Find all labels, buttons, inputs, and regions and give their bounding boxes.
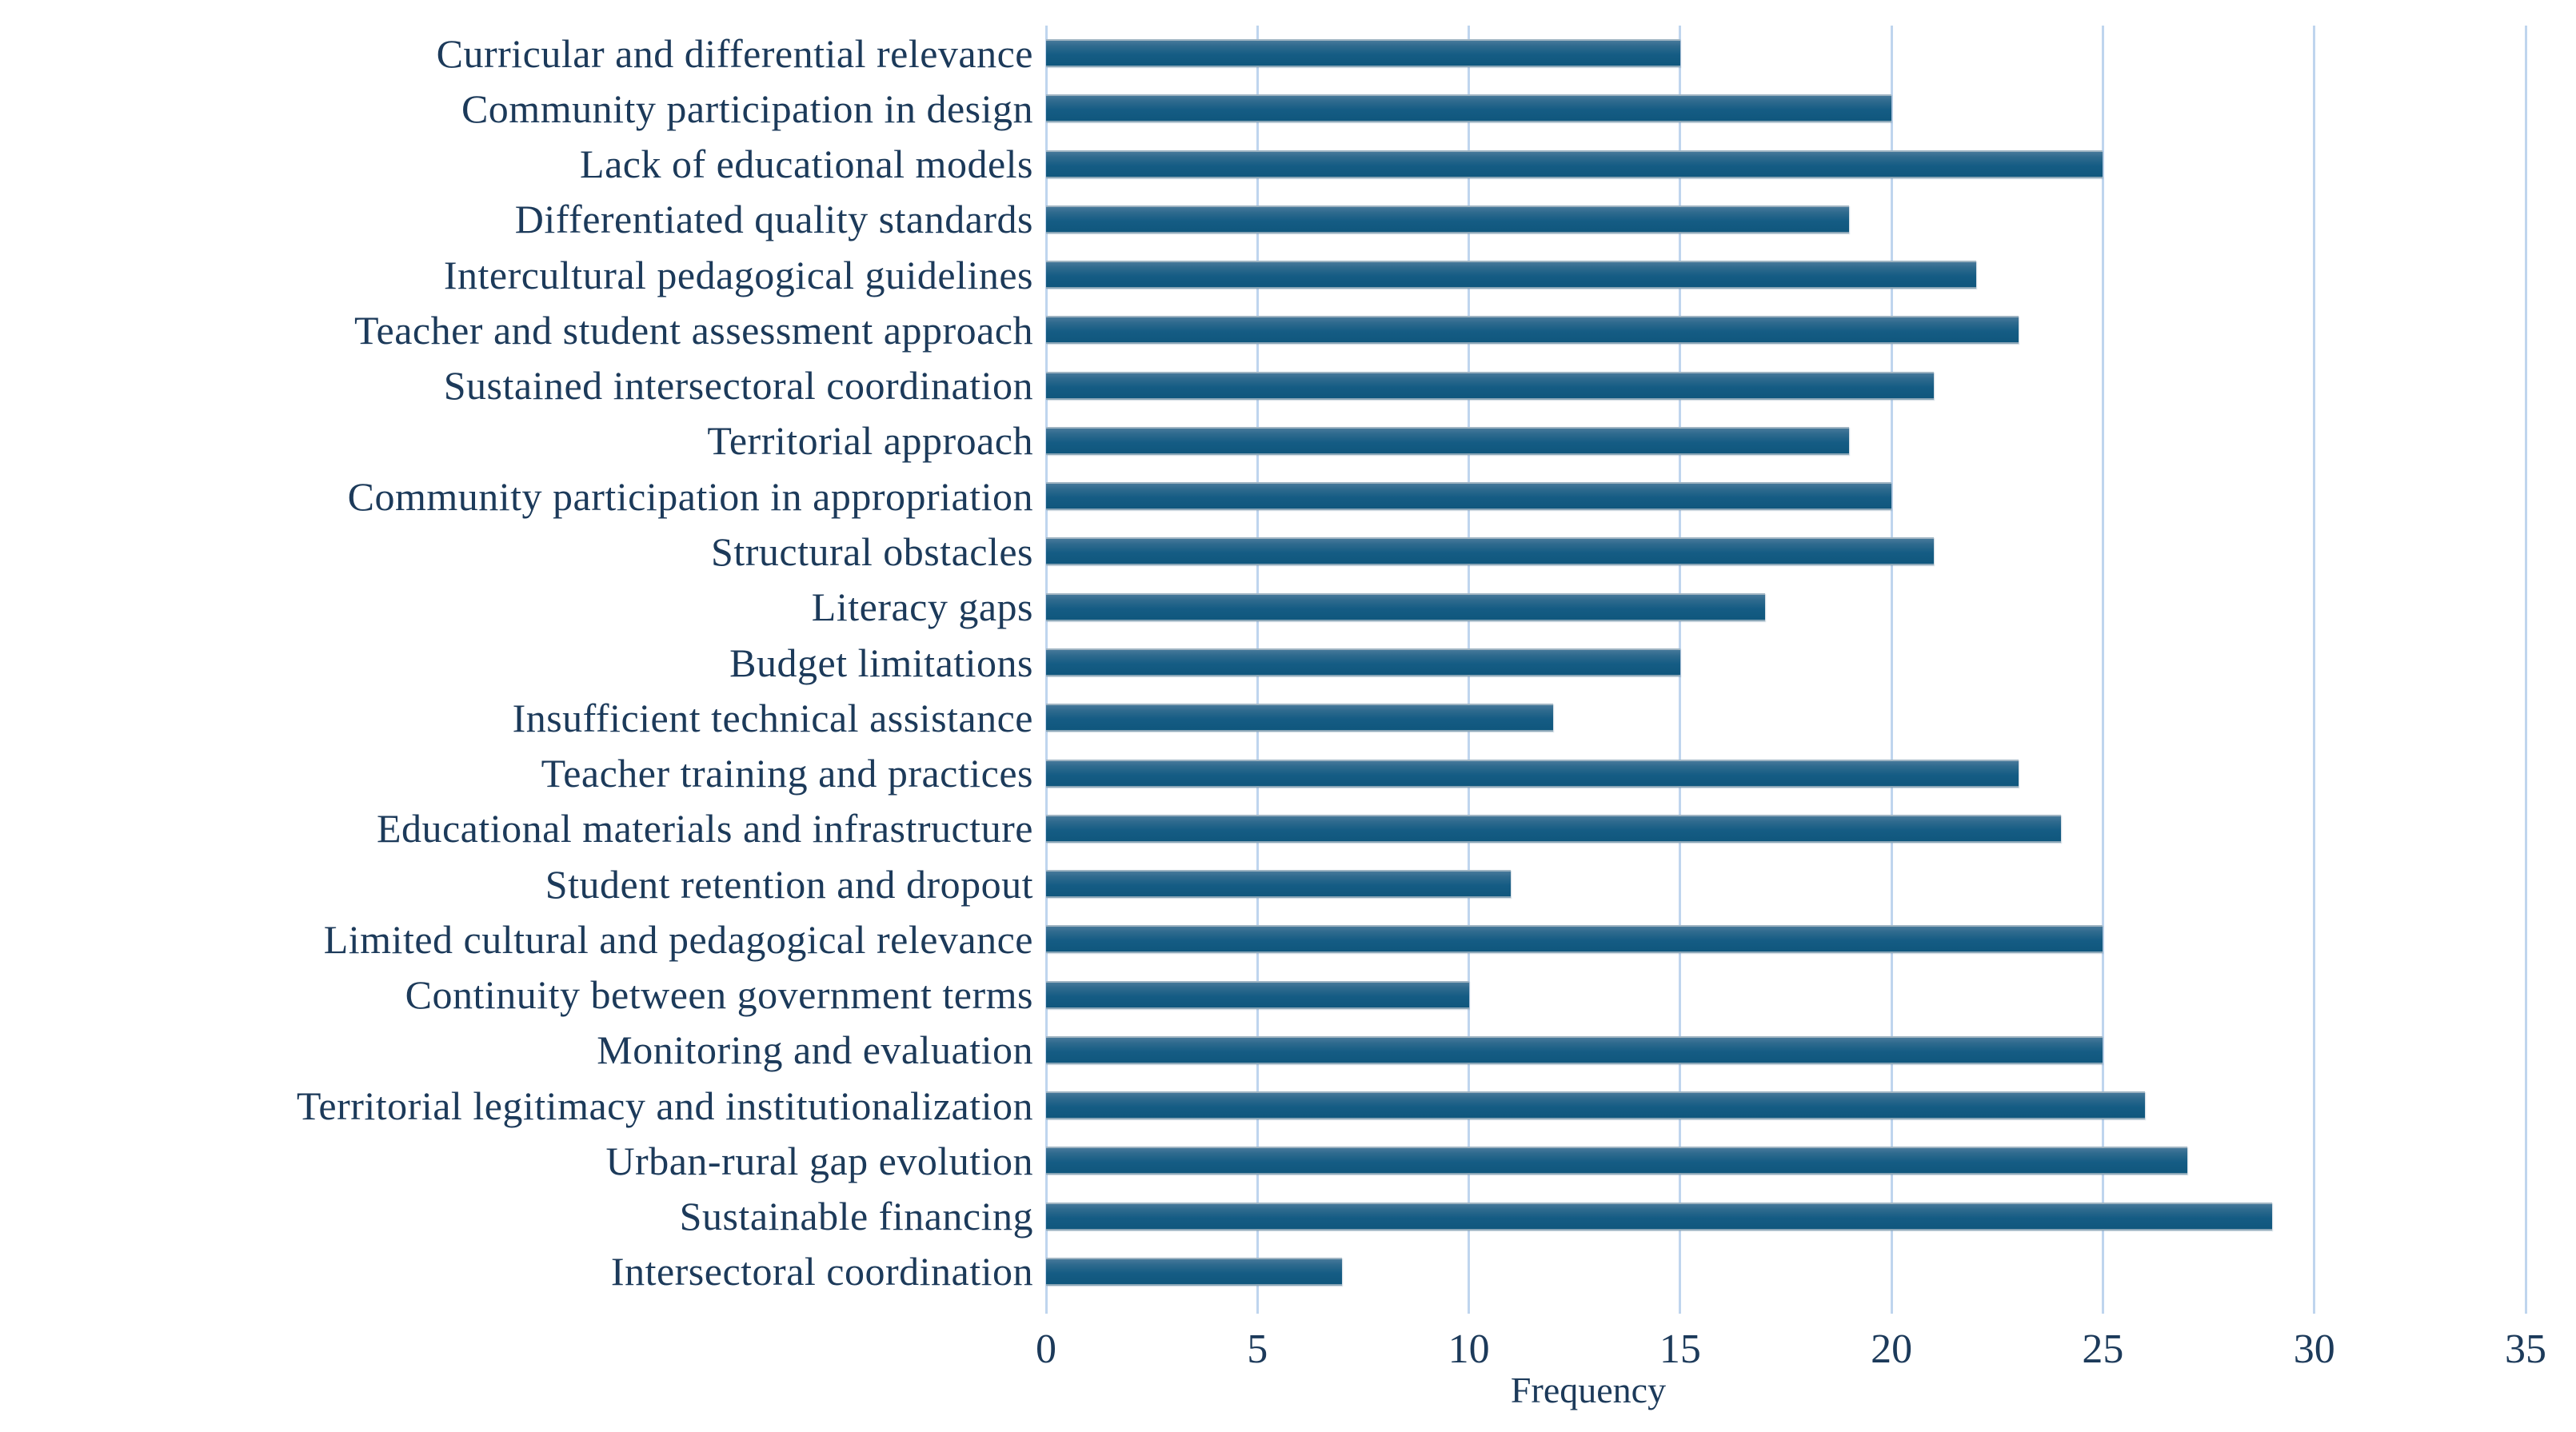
bar (1046, 870, 1511, 898)
tick-mark (1890, 1299, 1893, 1314)
category-label: Community participation in design (461, 86, 1033, 131)
bar (1046, 372, 1934, 400)
category-label: Monitoring and evaluation (597, 1027, 1033, 1072)
category-label: Educational materials and infrastructure (376, 806, 1033, 851)
bar (1046, 39, 1680, 67)
bar (1046, 704, 1553, 732)
bar (1046, 150, 2103, 178)
bar (1046, 925, 2103, 953)
bar (1046, 94, 1891, 122)
category-label: Limited cultural and pedagogical relevan… (323, 917, 1033, 962)
category-label: Differentiated quality standards (514, 197, 1033, 241)
x-tick-label: 10 (1448, 1326, 1490, 1372)
bar (1046, 1203, 2272, 1231)
gridline (2313, 26, 2316, 1299)
tick-mark (1256, 1299, 1259, 1314)
bar (1046, 482, 1891, 510)
x-tick-label: 5 (1247, 1326, 1268, 1372)
gridline (2524, 26, 2527, 1299)
category-label: Structural obstacles (711, 529, 1033, 574)
bar (1046, 760, 2019, 788)
gridline (2101, 26, 2104, 1299)
bar (1046, 1036, 2103, 1064)
bar (1046, 205, 1849, 233)
bar (1046, 537, 1934, 565)
category-label: Insufficient technical assistance (512, 696, 1033, 740)
category-label: Community participation in appropriation (347, 474, 1033, 519)
tick-mark (1468, 1299, 1471, 1314)
category-label: Teacher and student assessment approach (353, 308, 1033, 353)
x-axis-label: Frequency (1510, 1370, 1667, 1410)
bar (1046, 427, 1849, 455)
bar (1046, 1258, 1342, 1286)
tick-mark (2524, 1299, 2527, 1314)
x-tick-label: 15 (1659, 1326, 1701, 1372)
tick-mark (2101, 1299, 2104, 1314)
category-label: Continuity between government terms (405, 972, 1033, 1017)
x-tick-label: 20 (1871, 1326, 1913, 1372)
category-label: Intercultural pedagogical guidelines (443, 253, 1033, 297)
tick-mark (1679, 1299, 1682, 1314)
bar (1046, 648, 1680, 676)
category-label: Territorial legitimacy and institutional… (296, 1083, 1033, 1128)
category-label: Sustainable financing (679, 1194, 1033, 1239)
gridline (1890, 26, 1893, 1299)
tick-mark (2313, 1299, 2316, 1314)
bar (1046, 261, 1976, 289)
category-label: Budget limitations (729, 640, 1033, 685)
category-label: Teacher training and practices (541, 751, 1033, 796)
x-tick-label: 30 (2293, 1326, 2335, 1372)
bar (1046, 316, 2019, 344)
category-label: Lack of educational models (580, 142, 1033, 186)
category-label: Student retention and dropout (545, 862, 1033, 907)
bar (1046, 1091, 2145, 1119)
bar (1046, 593, 1765, 621)
bar (1046, 1147, 2187, 1175)
category-label: Sustained intersectoral coordination (443, 363, 1033, 408)
x-tick-label: 35 (2505, 1326, 2546, 1372)
category-label: Curricular and differential relevance (436, 31, 1033, 76)
x-tick-label: 0 (1036, 1326, 1056, 1372)
category-label: Urban-rural gap evolution (605, 1139, 1033, 1183)
category-label: Territorial approach (707, 418, 1033, 463)
category-label: Intersectoral coordination (610, 1249, 1033, 1294)
tick-mark (1044, 1299, 1048, 1314)
bar (1046, 815, 2061, 843)
category-label: Literacy gaps (811, 584, 1033, 629)
x-tick-label: 25 (2082, 1326, 2124, 1372)
bar (1046, 981, 1469, 1009)
